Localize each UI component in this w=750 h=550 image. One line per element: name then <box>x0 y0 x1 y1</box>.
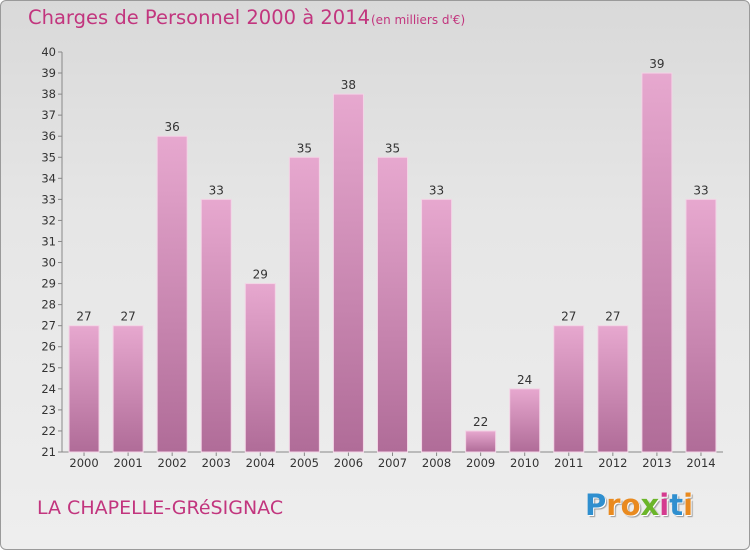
bar-value-label: 29 <box>253 268 268 282</box>
y-tick-label: 24 <box>41 382 56 396</box>
y-tick-label: 21 <box>41 445 56 459</box>
y-tick-label: 31 <box>41 234 56 248</box>
bar <box>112 325 144 453</box>
bar-value-label: 38 <box>341 78 356 92</box>
logo-letter: P <box>585 488 607 522</box>
bar <box>641 72 673 453</box>
logo-letter: i <box>683 488 694 522</box>
chart-title: Charges de Personnel 2000 à 2014 <box>28 6 371 29</box>
bar <box>465 430 497 453</box>
y-tick-label: 29 <box>41 277 56 291</box>
x-tick-label: 2010 <box>510 456 539 470</box>
bar-chart: 21 22 23 24 25 26 27 28 29 30 31 32 33 34 35 36 37 38 39 40… <box>41 45 723 470</box>
y-tick-label: 25 <box>41 361 56 375</box>
bar <box>200 198 232 453</box>
bar-series: 27 27 36 33 29 35 38 35 33 22 24 27 27 39 33 <box>68 57 717 453</box>
bar <box>156 135 188 453</box>
bar-value-label: 27 <box>76 310 91 324</box>
y-tick-label: 32 <box>41 213 56 227</box>
x-tick-label: 2007 <box>378 456 407 470</box>
y-tick-label: 22 <box>41 424 56 438</box>
x-tick-label: 2001 <box>113 456 142 470</box>
bar <box>421 198 453 453</box>
bar-value-label: 27 <box>120 310 135 324</box>
bar-value-label: 35 <box>297 141 312 155</box>
x-tick-label: 2012 <box>598 456 627 470</box>
bar-value-label: 24 <box>517 373 532 387</box>
y-tick-label: 35 <box>41 150 56 164</box>
x-tick-label: 2013 <box>642 456 671 470</box>
x-tick-label: 2009 <box>466 456 495 470</box>
bar-value-label: 39 <box>649 57 664 71</box>
y-tick-label: 40 <box>41 45 56 59</box>
y-tick-label: 28 <box>41 298 56 312</box>
y-tick-label: 39 <box>41 66 56 80</box>
x-tick-label: 2011 <box>554 456 583 470</box>
commune-name: LA CHAPELLE-GRéSIGNAC <box>37 497 284 519</box>
x-tick-label: 2008 <box>422 456 451 470</box>
y-tick-label: 38 <box>41 87 56 101</box>
y-tick-label: 33 <box>41 192 56 206</box>
x-tick-label: 2014 <box>686 456 715 470</box>
x-tick-label: 2005 <box>290 456 319 470</box>
y-tick-label: 30 <box>41 256 56 270</box>
bar-value-label: 22 <box>473 415 488 429</box>
logo-letter: x <box>640 488 660 522</box>
x-tick-label: 2002 <box>158 456 187 470</box>
chart-subtitle: (en milliers d'€) <box>371 13 466 27</box>
x-tick-label: 2006 <box>334 456 363 470</box>
bar <box>288 156 320 453</box>
bar <box>685 198 717 453</box>
bar <box>68 325 100 453</box>
logo-letter: i <box>659 488 670 522</box>
y-tick-label: 27 <box>41 319 56 333</box>
y-tick-label: 23 <box>41 403 56 417</box>
y-tick-label: 34 <box>41 171 56 185</box>
bar-value-label: 36 <box>165 120 180 134</box>
bar <box>553 325 585 453</box>
x-tick-label: 2003 <box>202 456 231 470</box>
bar-value-label: 33 <box>693 183 708 197</box>
bar-value-label: 33 <box>429 183 444 197</box>
bar <box>377 156 408 453</box>
logo-letter: t <box>669 488 684 522</box>
bar-value-label: 33 <box>209 183 224 197</box>
x-tick-label: 2004 <box>246 456 275 470</box>
bar-value-label: 35 <box>385 141 400 155</box>
bar <box>244 283 276 453</box>
y-tick-label: 36 <box>41 129 56 143</box>
y-tick-label: 37 <box>41 108 56 122</box>
bar <box>597 325 629 453</box>
bar <box>332 93 364 453</box>
y-tick-label: 26 <box>41 340 56 354</box>
bar-value-label: 27 <box>561 310 576 324</box>
proxiti-logo: Proxiti <box>585 488 693 522</box>
logo-letter: r <box>606 488 621 522</box>
logo-letter: o <box>620 488 641 522</box>
bar <box>509 388 541 453</box>
x-tick-label: 2000 <box>69 456 98 470</box>
bar-value-label: 27 <box>605 310 620 324</box>
